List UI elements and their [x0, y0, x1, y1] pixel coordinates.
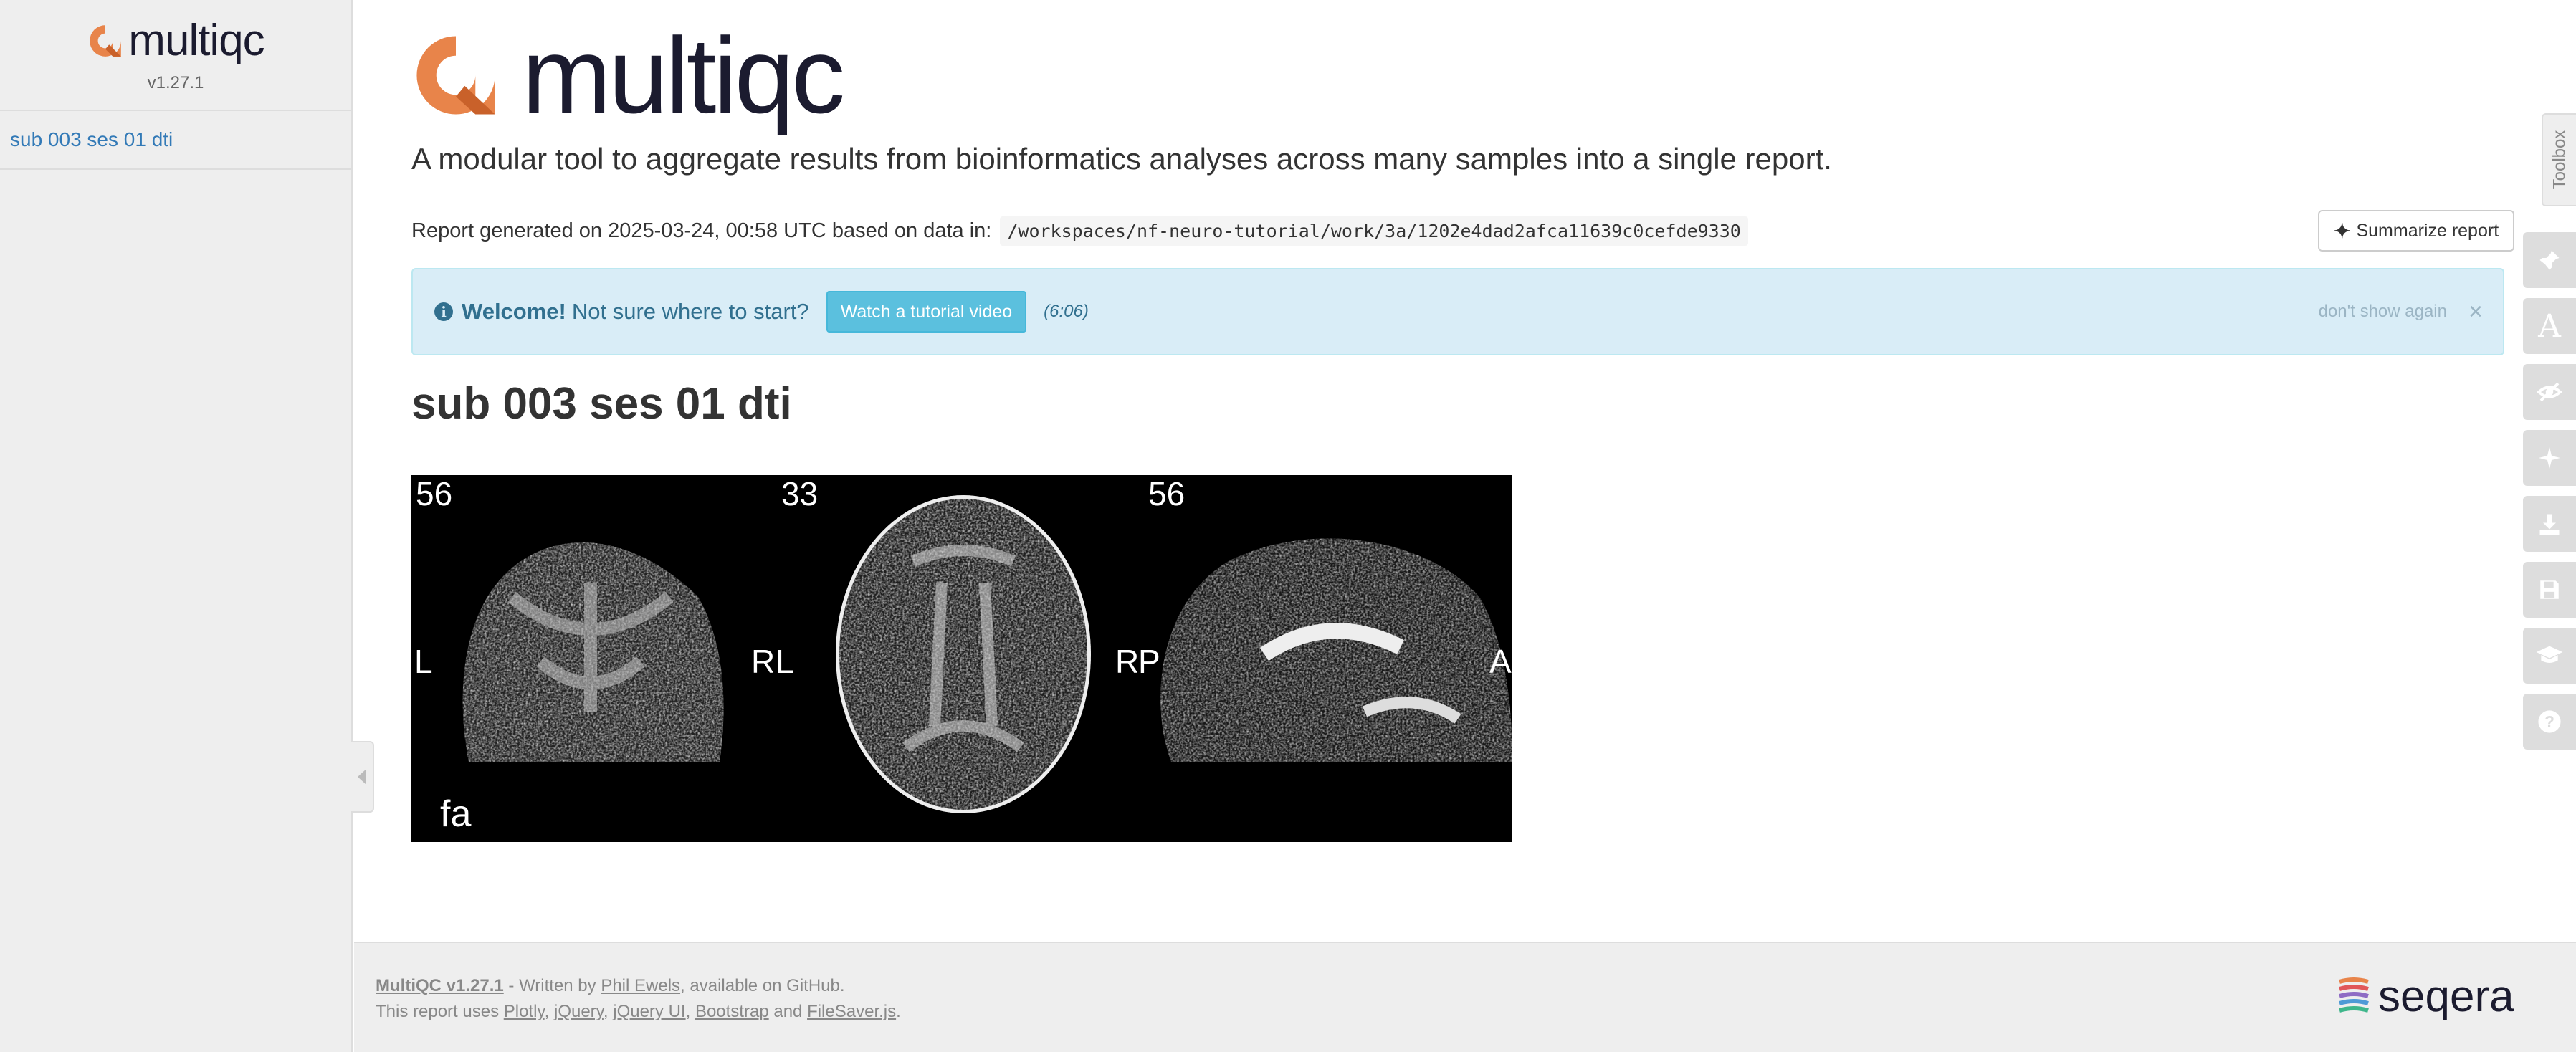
- watch-tutorial-button[interactable]: Watch a tutorial video: [826, 291, 1027, 333]
- data-path: /workspaces/nf-neuro-tutorial/work/3a/12…: [1000, 216, 1748, 246]
- comma-2: ,: [603, 1002, 614, 1021]
- welcome-text: Not sure where to start?: [571, 299, 809, 324]
- report-generated-line: Report generated on 2025-03-24, 00:58 UT…: [411, 216, 1748, 246]
- metric-label: fa: [440, 793, 471, 835]
- toolbox-label: Toolbox: [2549, 130, 2570, 190]
- help-icon: ?: [2538, 710, 2561, 733]
- jquery-ui-link[interactable]: jQuery UI: [613, 1002, 686, 1021]
- sidebar-version: v1.27.1: [147, 73, 204, 92]
- footer-available-on: , available on: [680, 976, 787, 995]
- eye-slash-icon: [2537, 382, 2562, 402]
- orientation-anterior: A: [1489, 643, 1512, 680]
- comma-1: ,: [544, 1002, 554, 1021]
- author-link[interactable]: Phil Ewels: [601, 976, 681, 995]
- footer-written-by: - Written by: [503, 976, 601, 995]
- seqera-logo-text: seqera: [2378, 972, 2514, 1021]
- sidebar-logo[interactable]: multiqc v1.27.1: [0, 0, 351, 111]
- tutorial-tool-button[interactable]: [2523, 628, 2576, 684]
- footer-period: .: [839, 976, 845, 995]
- info-icon: i: [434, 302, 453, 321]
- pin-icon: [2539, 250, 2560, 270]
- welcome-alert: i Welcome! Not sure where to start? Watc…: [411, 268, 2504, 355]
- slice-number-3: 56: [1148, 475, 1185, 512]
- summarize-report-label: Summarize report: [2356, 220, 2499, 241]
- slice-number-1: 56: [416, 475, 452, 512]
- download-icon: [2539, 514, 2560, 535]
- export-tool-button[interactable]: [2523, 496, 2576, 552]
- sparkle-icon: ✦: [2334, 219, 2351, 242]
- header-logo[interactable]: multiqc: [411, 15, 845, 135]
- footer-period-2: .: [896, 1002, 901, 1021]
- report-generated-text: Report generated on 2025-03-24, 00:58 UT…: [411, 219, 992, 242]
- brain-slices-graphic: 56 33 56 L R L R P A fa: [414, 475, 1512, 835]
- save-icon: [2540, 580, 2559, 599]
- rename-tool-button[interactable]: A: [2523, 298, 2576, 354]
- plotly-link[interactable]: Plotly: [503, 1002, 545, 1021]
- highlight-tool-button[interactable]: [2523, 232, 2576, 288]
- dti-fa-image: 56 33 56 L R L R P A fa: [411, 475, 1512, 842]
- summarize-report-button[interactable]: ✦ Summarize report: [2318, 210, 2515, 252]
- orientation-left-1: L: [414, 643, 433, 680]
- close-icon[interactable]: ×: [2468, 297, 2483, 325]
- font-icon: A: [2538, 307, 2561, 345]
- graduation-cap-icon: [2536, 646, 2563, 663]
- seqera-logo[interactable]: seqera: [2337, 975, 2514, 1019]
- orientation-right-2: R: [1115, 643, 1139, 680]
- help-tool-button[interactable]: ?: [2523, 694, 2576, 750]
- chevron-left-icon: [358, 769, 366, 785]
- sidebar: multiqc v1.27.1 sub 003 ses 01 dti: [0, 0, 353, 1052]
- hide-tool-button[interactable]: [2523, 364, 2576, 420]
- tutorial-duration: (6:06): [1044, 302, 1089, 321]
- comma-3: ,: [685, 1002, 695, 1021]
- save-tool-button[interactable]: [2523, 562, 2576, 618]
- ai-tool-button[interactable]: [2523, 430, 2576, 486]
- footer-and: and: [768, 1002, 808, 1021]
- footer-text: MultiQC v1.27.1 - Written by Phil Ewels,…: [376, 973, 901, 1025]
- dont-show-again-link[interactable]: don't show again: [2318, 302, 2447, 321]
- sidebar-item-sub-003-ses-01-dti[interactable]: sub 003 ses 01 dti: [10, 128, 173, 150]
- header-logo-text: multiqc: [522, 15, 845, 135]
- tagline: A modular tool to aggregate results from…: [411, 142, 1832, 176]
- bootstrap-link[interactable]: Bootstrap: [695, 1002, 769, 1021]
- welcome-bold: Welcome!: [462, 299, 566, 324]
- github-link[interactable]: GitHub: [786, 976, 840, 995]
- sidebar-nav: sub 003 ses 01 dti: [0, 111, 351, 170]
- sidebar-logo-text: multiqc: [128, 16, 264, 65]
- multiqc-logo-icon: [90, 25, 122, 57]
- sidebar-collapse-button[interactable]: [351, 741, 374, 813]
- sparkle-icon: [2539, 447, 2560, 469]
- filesaver-link[interactable]: FileSaver.js: [807, 1002, 897, 1021]
- jquery-link[interactable]: jQuery: [553, 1002, 604, 1021]
- orientation-right-1: R: [751, 643, 775, 680]
- multiqc-logo-icon: [416, 36, 495, 115]
- section-title: sub 003 ses 01 dti: [411, 379, 792, 429]
- seqera-logo-icon: [2339, 977, 2369, 1013]
- svg-text:?: ?: [2544, 712, 2554, 731]
- multiqc-version-link[interactable]: MultiQC v1.27.1: [376, 976, 504, 995]
- slice-number-2: 33: [781, 475, 818, 512]
- footer-uses-text: This report uses: [376, 1002, 504, 1021]
- footer: MultiQC v1.27.1 - Written by Phil Ewels,…: [354, 942, 2576, 1052]
- orientation-left-2: L: [776, 643, 794, 680]
- toolbox-tab[interactable]: Toolbox: [2542, 113, 2576, 206]
- orientation-posterior: P: [1138, 643, 1160, 680]
